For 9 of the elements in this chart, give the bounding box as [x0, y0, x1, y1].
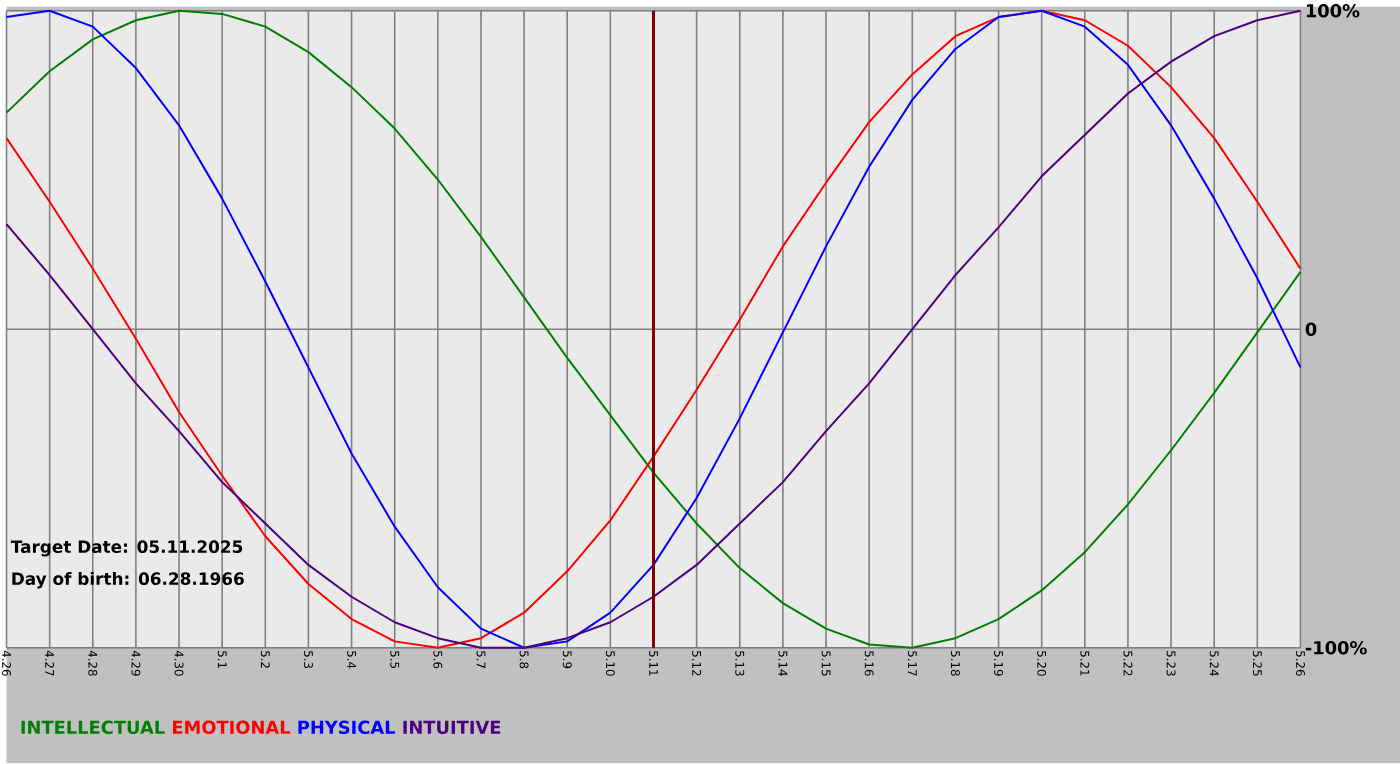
y-tick-label: -100%	[1305, 641, 1367, 655]
y-tick-label: 0	[1305, 322, 1317, 337]
text: PHYSICAL	[298, 721, 396, 735]
annotation: Target Date: 05.11.2025	[10, 540, 243, 557]
text: INTELLECTUAL	[21, 721, 165, 735]
text: INTUITIVE	[403, 721, 501, 735]
text: EMOTIONAL	[173, 721, 291, 735]
annotation: Day of birth: 06.28.1966	[12, 572, 244, 589]
y-tick-label: 100%	[1306, 4, 1360, 18]
